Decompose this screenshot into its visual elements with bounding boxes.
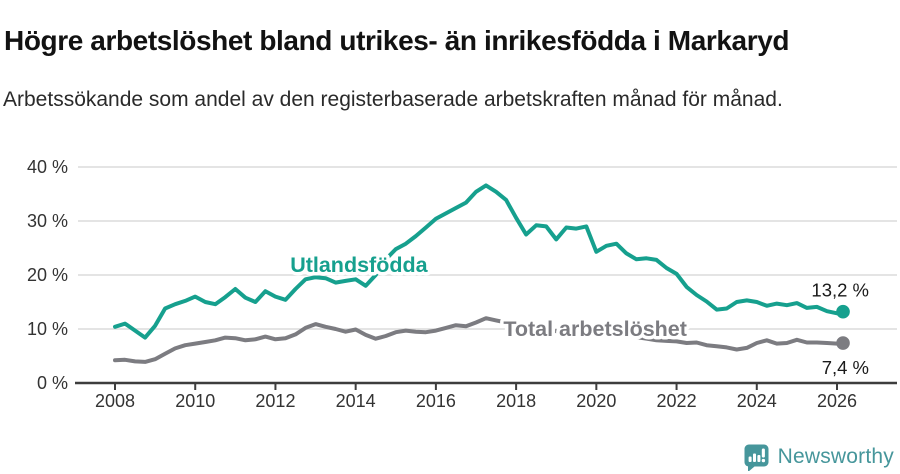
y-axis-tick-label: 30 % [27, 211, 68, 231]
chart-subtitle: Arbetssökande som andel av den registerb… [3, 88, 783, 111]
series-end-dot-total [836, 336, 850, 350]
page-title: Högre arbetslöshet bland utrikes- än inr… [4, 24, 790, 56]
brand-footer: Newsworthy [742, 442, 894, 471]
x-axis-tick-label: 2022 [657, 391, 697, 411]
line-chart: 0 % 10 % 20 % 30 % 40 % 2008 2010 2012 2014 2016 2… [0, 140, 900, 440]
x-axis-tick-label: 2010 [175, 391, 215, 411]
x-axis-tick-label: 2016 [416, 391, 456, 411]
newsworthy-logo-icon [744, 444, 769, 471]
x-axis-tick-label: 2020 [576, 391, 616, 411]
end-value-label-utlandsfodda: 13,2 % [811, 280, 869, 301]
end-value-label-total: 7,4 % [822, 357, 869, 378]
y-axis-tick-label: 40 % [27, 157, 68, 177]
x-axis-tick-label: 2026 [817, 391, 857, 411]
chart-svg: 0 % 10 % 20 % 30 % 40 % 2008 2010 2012 2014 2016 2… [27, 157, 897, 411]
x-axis-tick-label: 2008 [95, 391, 135, 411]
series-end-dot-utlandsfodda [836, 304, 850, 319]
brand-name: Newsworthy [777, 444, 894, 468]
x-axis-tick-label: 2018 [496, 391, 536, 411]
y-axis-tick-label: 0 % [37, 373, 68, 393]
x-axis-tick-label: 2014 [336, 391, 376, 411]
x-axis-tick-label: 2024 [737, 391, 777, 411]
series-line-total [113, 316, 845, 364]
series-label-utlandsfodda: Utlandsfödda [290, 253, 428, 277]
series-label-total: Total arbetslöshet [503, 317, 687, 341]
y-axis-tick-label: 10 % [27, 319, 68, 339]
y-axis-tick-label: 20 % [27, 265, 68, 285]
series-line-utlandsfodda [113, 183, 845, 340]
x-axis-tick-label: 2012 [255, 391, 295, 411]
